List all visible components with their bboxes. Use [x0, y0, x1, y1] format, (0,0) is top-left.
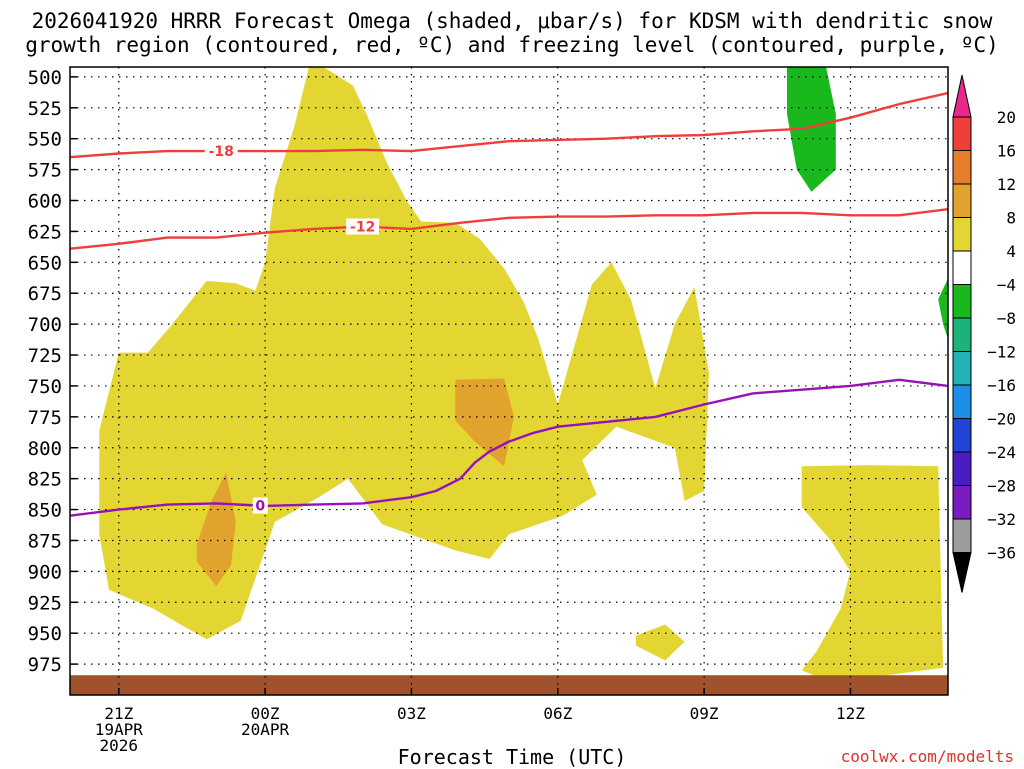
colorbar-segment-2 — [952, 150, 972, 185]
colorbar-segment-6 — [952, 284, 972, 319]
x-tick-label-4-0: 00Z — [251, 704, 280, 723]
colorbar-segment-12 — [952, 485, 972, 520]
plot-frame — [69, 66, 949, 696]
isotherm--18-label-bg — [204, 143, 238, 160]
colorbar-label-11: −28 — [987, 477, 1016, 496]
isotherm--18 — [70, 91, 948, 159]
x-tick-label-1-0: 21Z — [104, 704, 133, 723]
colorbar-segment-9 — [952, 384, 972, 419]
colorbar-segment-10 — [952, 418, 972, 453]
y-axis: 500 525 550 575 600 625 650 675 700 725 750 775 800 8… — [28, 67, 77, 676]
colorbar-label-2: 12 — [997, 175, 1016, 194]
omega-region-6 — [938, 278, 948, 339]
colorbar-top-arrow — [952, 74, 972, 118]
y-tick-label-525: 525 — [28, 98, 62, 120]
chart-title-line1: 2026041920 HRRR Forecast Omega (shaded, … — [31, 9, 993, 33]
omega-region-2 — [635, 624, 685, 661]
y-tick-label-500: 500 — [28, 67, 62, 89]
colorbar-label-7: −12 — [987, 343, 1016, 362]
x-tick-label-4-1: 20APR — [241, 720, 290, 739]
omega-region-3 — [196, 472, 236, 587]
y-tick-label-875: 875 — [28, 530, 62, 552]
omega-shading — [99, 67, 948, 683]
freezing-level-line-label: 0 — [255, 499, 265, 515]
colorbar-segment-5 — [952, 250, 972, 285]
colorbar-label-5: −4 — [997, 276, 1016, 295]
x-tick-label-1-2: 2026 — [100, 736, 139, 755]
colorbar-label-9: −20 — [987, 410, 1016, 429]
isotherm--12-label: -12 — [350, 219, 375, 235]
isotherm-contours: -18 -12 0 — [70, 91, 948, 517]
y-tick-label-850: 850 — [28, 500, 62, 522]
colorbar-label-0: 20 — [997, 108, 1016, 127]
y-tick-label-775: 775 — [28, 407, 62, 429]
colorbar-segment-4 — [952, 217, 972, 252]
isotherm--18-label: -18 — [209, 144, 234, 160]
colorbar-segment-13 — [952, 518, 972, 553]
credit-text: coolwx.com/modelts — [840, 747, 1014, 766]
colorbar-label-3: 8 — [1006, 209, 1016, 228]
colorbar-segment-8 — [952, 351, 972, 386]
freezing-level-line-label-bg — [252, 497, 268, 514]
colorbar-label-6: −8 — [997, 309, 1016, 328]
chart-title-line2: growth region (contoured, red, ºC) and f… — [25, 33, 999, 57]
y-tick-label-600: 600 — [28, 191, 62, 213]
y-tick-label-625: 625 — [28, 221, 62, 243]
colorbar-bottom-arrow — [952, 552, 972, 593]
y-tick-label-925: 925 — [28, 592, 62, 614]
colorbar-segment-1 — [952, 116, 972, 151]
colorbar-segment-11 — [952, 451, 972, 486]
colorbar: 20 16 12 8 4 −4 −8 −12 −16 −20 −24 −28 −32 −36 — [952, 74, 1016, 593]
colorbar-label-12: −32 — [987, 510, 1016, 529]
x-axis-label: Forecast Time (UTC) — [397, 745, 627, 769]
y-tick-label-550: 550 — [28, 129, 62, 151]
colorbar-segment-7 — [952, 317, 972, 352]
y-tick-label-825: 825 — [28, 469, 62, 491]
y-tick-label-750: 750 — [28, 376, 62, 398]
colorbar-label-10: −24 — [987, 443, 1016, 462]
omega-region-0 — [99, 67, 710, 640]
y-tick-label-900: 900 — [28, 561, 62, 583]
x-tick-label-7-0: 03Z — [397, 704, 426, 723]
omega-region-5 — [787, 67, 836, 192]
x-tick-label-10-0: 06Z — [543, 704, 572, 723]
isotherm--12-label-bg — [346, 218, 380, 235]
y-tick-label-950: 950 — [28, 623, 62, 645]
freezing-level-line — [70, 378, 948, 517]
y-tick-label-650: 650 — [28, 252, 62, 274]
y-tick-label-975: 975 — [28, 654, 62, 676]
colorbar-label-8: −16 — [987, 376, 1016, 395]
x-tick-label-16-0: 12Z — [836, 704, 865, 723]
colorbar-label-4: 4 — [1006, 242, 1016, 261]
plot-border — [69, 66, 949, 696]
terrain-strip — [70, 675, 948, 695]
omega-region-4 — [455, 378, 514, 467]
colorbar-label-1: 16 — [997, 142, 1016, 161]
y-tick-label-800: 800 — [28, 438, 62, 460]
colorbar-segment-3 — [952, 183, 972, 218]
y-tick-label-725: 725 — [28, 345, 62, 367]
colorbar-label-13: −36 — [987, 544, 1016, 563]
x-tick-label-13-0: 09Z — [690, 704, 719, 723]
terrain-layer — [70, 675, 948, 695]
y-tick-label-675: 675 — [28, 283, 62, 305]
x-tick-label-1-1: 19APR — [95, 720, 144, 739]
y-tick-label-700: 700 — [28, 314, 62, 336]
omega-region-1 — [801, 465, 944, 683]
isotherm--12 — [70, 208, 948, 250]
y-tick-label-575: 575 — [28, 160, 62, 182]
